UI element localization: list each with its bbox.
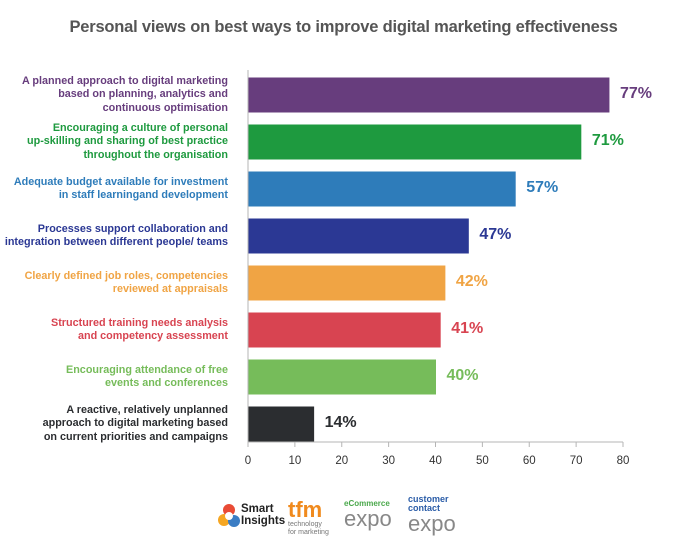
bar-value-label: 57%	[526, 179, 559, 196]
ecommerce-expo-logo: eCommerce expo	[344, 499, 392, 530]
category-label-line: Encouraging a culture of personal	[52, 121, 228, 134]
category-label-line: approach to digital marketing based	[42, 417, 228, 430]
tfm-logo: tfm technology for marketing	[288, 499, 329, 537]
category-label: Structured training needs analysis and co…	[0, 317, 228, 344]
chart-title: Personal views on best ways to improve d…	[69, 18, 618, 36]
category-label-line: throughout the organisation	[83, 148, 228, 161]
category-label-line: A reactive, relatively unplanned	[66, 403, 228, 416]
category-label-line: Clearly defined job roles, competencies	[24, 269, 228, 282]
tfm-sub2: for marketing	[288, 529, 329, 536]
category-label-line: continuous optimisation	[102, 101, 228, 114]
category-label-line: reviewed at appraisals	[112, 283, 228, 295]
category-label: Encouraging attendance of free events and…	[0, 364, 228, 391]
x-tick-label: 30	[382, 455, 396, 467]
x-tick-label: 0	[244, 455, 252, 467]
category-label-line: Structured training needs analysis	[51, 316, 228, 329]
bar-value-label: 14%	[324, 414, 357, 431]
customer-contact-expo-logo: customer contact expo	[408, 495, 456, 535]
bar-value-label: 77%	[619, 85, 652, 102]
bar	[248, 406, 315, 442]
bar	[248, 218, 469, 254]
category-label-line: A planned approach to digital marketing	[22, 74, 228, 87]
bar	[248, 124, 582, 160]
bar	[248, 265, 446, 301]
category-label: Adequate budget available for investment…	[0, 176, 228, 203]
category-label: Processes support collaboration and integ…	[0, 223, 228, 250]
smart-insights-line2: Insights	[241, 515, 286, 527]
smart-insights-line1: Smart	[241, 503, 274, 515]
sponsor-logos: Smart Insights tfm technology for market…	[0, 495, 687, 545]
ecommerce-top: eCommerce	[344, 499, 390, 508]
category-label: A reactive, relatively unplanned approach…	[0, 404, 228, 445]
category-label-line: in staff learningand development	[58, 189, 228, 201]
customer-contact-top2: contact	[408, 503, 441, 513]
tfm-main: tfm	[288, 497, 323, 522]
x-tick-label: 80	[616, 455, 630, 467]
bar	[248, 171, 516, 207]
x-tick-label: 40	[429, 455, 442, 467]
category-label: Clearly defined job roles, competencies r…	[0, 270, 228, 297]
bar	[248, 359, 436, 395]
x-tick-label: 60	[522, 455, 536, 467]
x-tick-label: 70	[569, 455, 583, 467]
category-label-line: events and conferences	[104, 377, 228, 389]
x-tick-label: 10	[288, 455, 302, 467]
bar-value-label: 47%	[479, 226, 512, 243]
category-label-line: and competency assessment	[77, 330, 228, 342]
bar	[248, 77, 610, 113]
category-label-line: on current priorities and campaigns	[43, 430, 228, 443]
category-label-line: Encouraging attendance of free	[66, 363, 228, 376]
category-label-line: Adequate budget available for investment	[13, 175, 228, 188]
category-label: Encouraging a culture of personal up-skil…	[0, 122, 228, 163]
category-label-line: integration between different people/ te…	[4, 236, 228, 248]
ecommerce-main: expo	[344, 506, 392, 531]
customer-contact-top1: customer	[408, 494, 449, 504]
customer-contact-main: expo	[408, 511, 456, 536]
bar-value-label: 40%	[446, 367, 479, 384]
x-tick-label: 50	[475, 455, 489, 467]
category-label: A planned approach to digital marketing b…	[0, 75, 228, 116]
bar-value-label: 42%	[455, 273, 488, 290]
x-tick-label: 20	[335, 455, 349, 467]
bar	[248, 312, 441, 348]
category-label-line: based on planning, analytics and	[58, 88, 228, 101]
category-label-line: Processes support collaboration and	[37, 222, 228, 235]
smart-insights-icon	[218, 504, 240, 527]
bar-value-label: 41%	[451, 320, 484, 337]
bar-value-label: 71%	[591, 132, 624, 149]
smart-insights-logo: Smart Insights	[218, 503, 285, 534]
tfm-sub1: technology	[288, 521, 322, 528]
category-label-line: up-skilling and sharing of best practice	[27, 135, 228, 148]
